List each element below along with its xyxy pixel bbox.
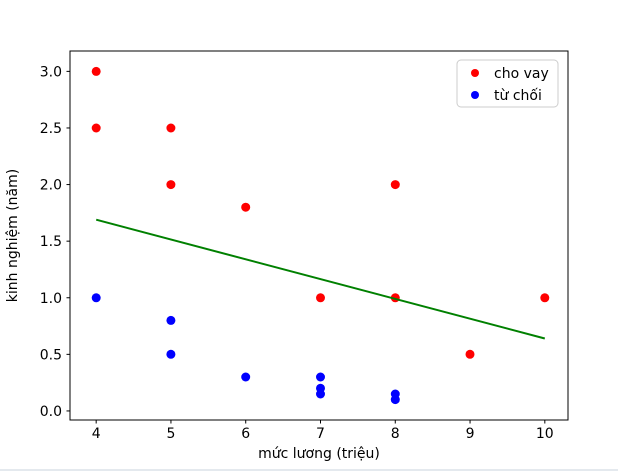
legend-marker-tu-choi (471, 91, 479, 99)
scatter-point (540, 293, 550, 303)
x-tick-label: 10 (536, 426, 554, 442)
scatter-point (316, 389, 325, 399)
window-bottom-edge (0, 469, 618, 471)
scatter-point (390, 180, 400, 190)
x-axis-label: mức lương (triệu) (258, 446, 380, 462)
scatter-point (91, 123, 101, 133)
series-cho-vay (91, 66, 550, 359)
x-tick-label: 5 (166, 426, 175, 442)
legend-label-cho-vay: cho vay (494, 66, 549, 82)
x-tick-label: 8 (391, 426, 400, 442)
scatter-point (390, 395, 400, 405)
scatter-point (316, 293, 325, 303)
scatter-point (166, 315, 176, 325)
x-tick-label: 4 (92, 426, 101, 442)
legend-marker-cho-vay (471, 69, 479, 77)
scatter-point (465, 349, 475, 359)
y-tick-label: 0.0 (40, 404, 62, 420)
x-tick-label: 7 (316, 426, 325, 442)
scatter-point (241, 372, 251, 382)
y-tick-label: 2.0 (40, 178, 62, 194)
scatter-point (166, 349, 176, 359)
plot-frame (69, 50, 569, 421)
x-tick-label: 6 (241, 426, 250, 442)
x-tick-label: 9 (466, 426, 475, 442)
y-tick-label: 1.0 (40, 291, 62, 307)
y-tick-label: 3.0 (40, 64, 62, 80)
y-tick-label: 1.5 (40, 234, 62, 250)
scatter-point (91, 293, 101, 303)
legend: cho vay từ chối (456, 59, 559, 108)
scatter-point (316, 372, 325, 382)
scatter-point (166, 180, 176, 190)
scatter-point (91, 66, 101, 76)
y-tick-label: 2.5 (40, 121, 62, 137)
y-tick-label: 0.5 (40, 347, 62, 363)
series-tu-choi (91, 293, 400, 405)
scatter-point (241, 202, 251, 212)
scatter-point (166, 123, 176, 133)
y-axis-label: kinh nghiệm (năm) (5, 169, 21, 302)
trend-line (95, 218, 546, 340)
legend-box (456, 59, 559, 108)
legend-label-tu-choi: từ chối (494, 87, 542, 104)
